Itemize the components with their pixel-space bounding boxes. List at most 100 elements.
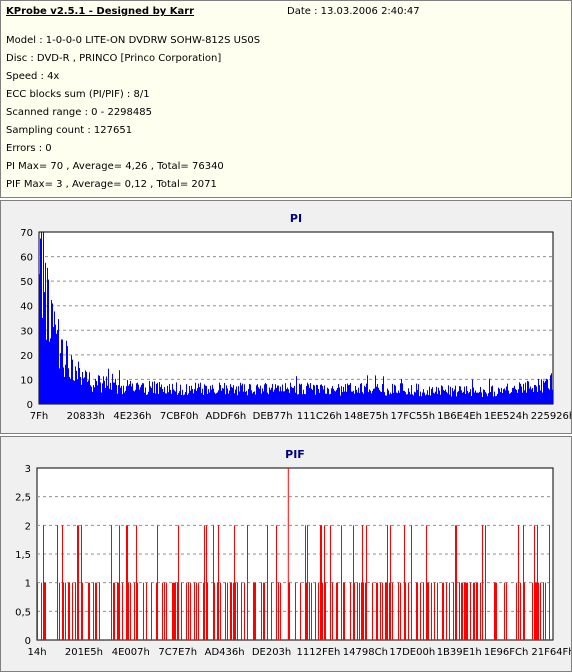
pif-bar [128, 582, 129, 640]
pi-bar [537, 391, 538, 404]
pi-bar [109, 388, 110, 404]
pif-x-tick-label: 1E96FCh [484, 647, 528, 658]
pi-bar [347, 383, 348, 404]
pi-bar [328, 388, 329, 404]
pi-bar [542, 392, 543, 404]
pi-bar [356, 389, 357, 404]
pi-bar [351, 391, 352, 404]
pi-bar [444, 390, 445, 404]
pi-bar [348, 385, 349, 404]
pi-bar [252, 393, 253, 404]
pi-bar [124, 392, 125, 404]
pi-bar [461, 390, 462, 404]
pi-bar [122, 394, 123, 404]
pif-bar [263, 582, 264, 640]
pi-bar [500, 392, 501, 404]
pi-bar [334, 390, 335, 404]
pi-bar [330, 393, 331, 404]
pi-bar [273, 391, 274, 404]
pi-bar [86, 371, 87, 404]
pi-bar [492, 385, 493, 404]
pi-bar [79, 368, 80, 404]
pi-bar [306, 386, 307, 404]
pi-bar [494, 391, 495, 404]
pi-bar [337, 387, 338, 404]
pif-bar [233, 582, 234, 640]
pif-bar [462, 582, 463, 640]
pif-bar [359, 582, 360, 640]
pif-bar [93, 582, 94, 640]
pif-bar [405, 582, 406, 640]
pi-bar [107, 385, 108, 404]
pif-bar [113, 582, 114, 640]
pi-bar [374, 388, 375, 404]
pi-bar [280, 386, 281, 404]
pi-bar [70, 378, 71, 404]
pi-bar [67, 346, 68, 404]
pi-bar [223, 388, 224, 404]
pi-bar [269, 387, 270, 404]
pif-bar [204, 525, 205, 640]
pi-bar [430, 395, 431, 404]
pi-bar [487, 396, 488, 404]
app-title: KProbe v2.5.1 - Designed by Karr [6, 6, 195, 17]
pi-bar [320, 384, 321, 404]
pi-bar [236, 386, 237, 404]
pi-bar [195, 382, 196, 404]
pi-bar [87, 381, 88, 404]
pif-bar [114, 582, 115, 640]
info-pi-summary: PI Max= 70 , Average= 4,26 , Total= 7634… [6, 161, 224, 172]
pi-bar [534, 384, 535, 404]
pi-x-tick-label: 225926h [531, 411, 571, 422]
pif-bar [166, 582, 167, 640]
pi-bar [61, 339, 62, 404]
pi-bar [187, 394, 188, 404]
pi-bar [538, 378, 539, 404]
pi-bar [88, 380, 89, 404]
pi-x-tick-label: 17FC55h [391, 411, 436, 422]
pi-bar [477, 392, 478, 404]
pi-bar [412, 394, 413, 404]
pi-bar [314, 385, 315, 404]
pi-bar [110, 382, 111, 404]
pi-bar [323, 389, 324, 404]
pi-bar [475, 390, 476, 404]
pi-bar [493, 396, 494, 404]
pi-bar [134, 391, 135, 404]
pi-bar [222, 388, 223, 404]
pif-bar [343, 582, 344, 640]
pi-bar [144, 392, 145, 404]
pif-bar [427, 582, 428, 640]
pi-bar [520, 383, 521, 404]
pi-bar [101, 392, 102, 404]
pi-bar [397, 393, 398, 404]
pi-bar [92, 391, 93, 404]
pif-bar [446, 582, 447, 640]
pi-bar [238, 386, 239, 404]
pif-bar [111, 525, 112, 640]
pif-bar [322, 582, 323, 640]
pif-bar [311, 582, 312, 640]
pi-bar [426, 394, 427, 404]
pi-bar [161, 384, 162, 404]
pif-bar [306, 582, 307, 640]
pi-bar [509, 393, 510, 404]
pif-bar [247, 525, 248, 640]
pi-bar [472, 379, 473, 404]
pi-bar [378, 387, 379, 404]
pif-bar [411, 525, 412, 640]
pi-bar [344, 391, 345, 404]
pif-x-tick-label: 21F64Fh [531, 647, 571, 658]
pif-bar [324, 525, 325, 640]
pif-bar [398, 582, 399, 640]
pi-bar [41, 232, 42, 404]
pi-bar [173, 389, 174, 404]
pi-bar [102, 383, 103, 404]
pi-bar [379, 389, 380, 404]
pi-bar [136, 383, 137, 404]
pi-y-tick-label: 30 [20, 326, 33, 337]
pif-bar [523, 525, 524, 640]
pif-bar [278, 582, 279, 640]
pi-bar [338, 384, 339, 404]
pi-bar [249, 383, 250, 404]
